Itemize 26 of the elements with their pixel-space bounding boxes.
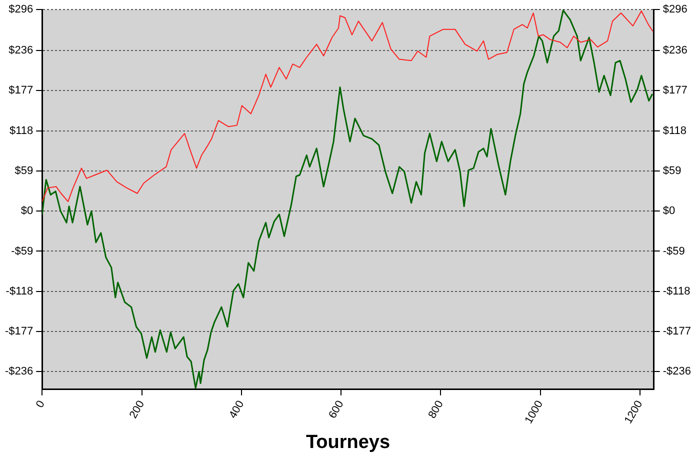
- y-tick-label: -$177: [4, 326, 34, 338]
- x-tick-label: 600: [326, 398, 346, 421]
- x-axis-title: Tourneys: [306, 432, 390, 453]
- x-tick-label: 400: [227, 398, 247, 421]
- y-tick-label: -$118: [6, 285, 34, 298]
- y2-tick-label: -$236: [662, 366, 692, 378]
- y-tick-label: $0: [20, 205, 34, 218]
- x-tick-label: 200: [127, 398, 147, 421]
- y2-tick-label: -$177: [662, 326, 692, 338]
- y2-tick-label: -$59: [662, 245, 685, 258]
- y2-tick-label: $59: [662, 164, 682, 177]
- y2-tick-label: $0: [662, 205, 676, 218]
- y2-tick-label: $177: [662, 84, 688, 97]
- y-tick-label: $59: [14, 164, 34, 177]
- y2-tick-label: $118: [662, 124, 687, 137]
- y-tick-label: $236: [8, 44, 34, 56]
- y-tick-label: $296: [8, 4, 34, 16]
- x-tick-label: 0: [34, 398, 48, 410]
- y-tick-label: -$236: [4, 366, 34, 378]
- y2-tick-label: -$118: [662, 285, 690, 298]
- x-tick-label: 800: [426, 398, 446, 421]
- y2-tick-label: $236: [662, 44, 688, 56]
- y-tick-label: $118: [9, 124, 34, 137]
- y-tick-label: $177: [8, 84, 34, 97]
- y2-tick-label: $296: [662, 4, 688, 16]
- y-tick-label: -$59: [11, 245, 34, 258]
